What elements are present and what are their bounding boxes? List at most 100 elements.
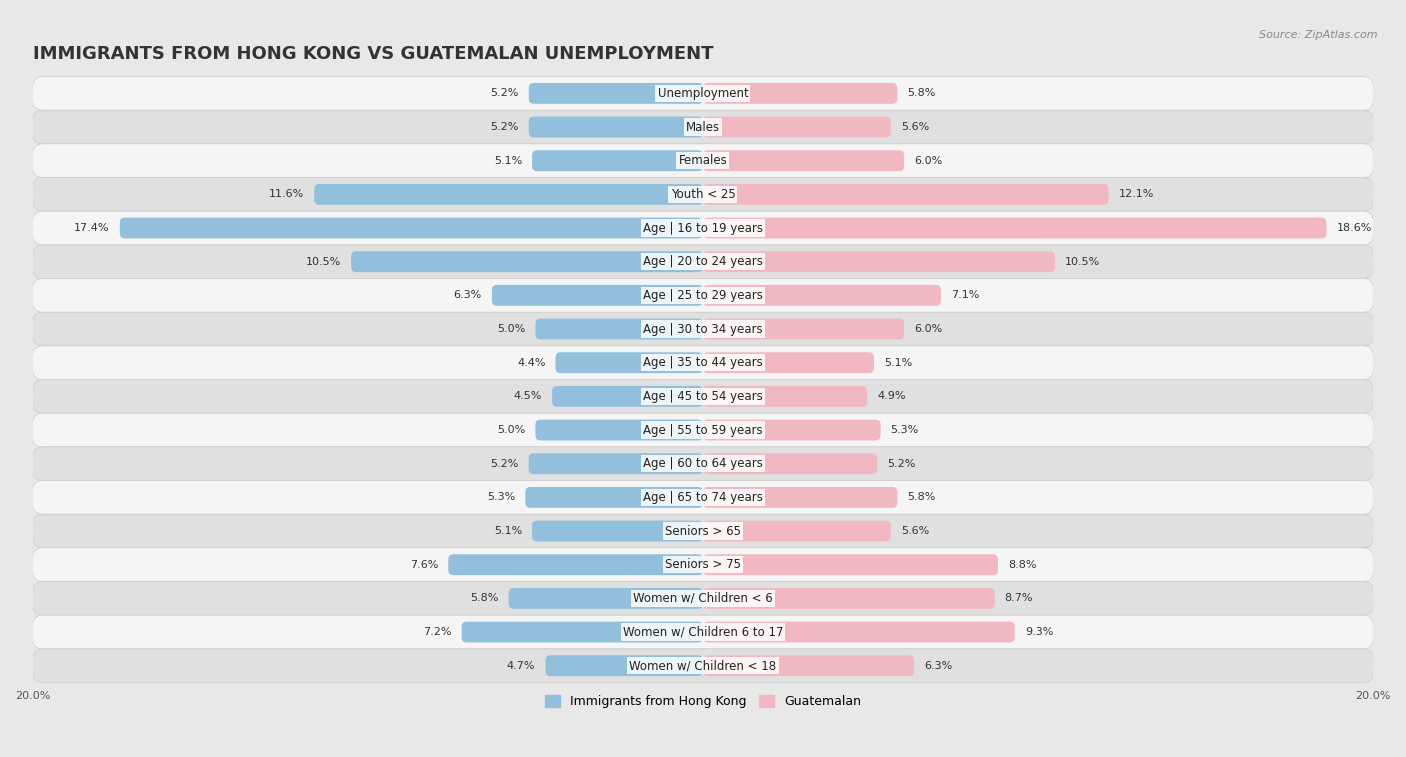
FancyBboxPatch shape <box>703 151 904 171</box>
Text: 4.9%: 4.9% <box>877 391 905 401</box>
FancyBboxPatch shape <box>703 83 897 104</box>
Text: Youth < 25: Youth < 25 <box>671 188 735 201</box>
Text: 4.4%: 4.4% <box>517 358 546 368</box>
FancyBboxPatch shape <box>32 346 1374 379</box>
FancyBboxPatch shape <box>352 251 703 273</box>
Text: Women w/ Children < 18: Women w/ Children < 18 <box>630 659 776 672</box>
FancyBboxPatch shape <box>509 588 703 609</box>
FancyBboxPatch shape <box>703 352 875 373</box>
FancyBboxPatch shape <box>32 649 1374 683</box>
Text: Age | 55 to 59 years: Age | 55 to 59 years <box>643 423 763 437</box>
Text: Seniors > 65: Seniors > 65 <box>665 525 741 537</box>
FancyBboxPatch shape <box>314 184 703 205</box>
FancyBboxPatch shape <box>555 352 703 373</box>
Text: 5.3%: 5.3% <box>890 425 920 435</box>
FancyBboxPatch shape <box>536 319 703 339</box>
FancyBboxPatch shape <box>32 76 1374 111</box>
Text: 17.4%: 17.4% <box>75 223 110 233</box>
Text: 12.1%: 12.1% <box>1119 189 1154 199</box>
FancyBboxPatch shape <box>32 581 1374 615</box>
Text: 5.2%: 5.2% <box>491 122 519 132</box>
FancyBboxPatch shape <box>531 151 703 171</box>
Text: 7.1%: 7.1% <box>950 291 980 301</box>
FancyBboxPatch shape <box>703 117 890 138</box>
FancyBboxPatch shape <box>32 379 1374 413</box>
FancyBboxPatch shape <box>703 453 877 474</box>
Text: 11.6%: 11.6% <box>269 189 304 199</box>
Text: Seniors > 75: Seniors > 75 <box>665 558 741 572</box>
Text: 9.3%: 9.3% <box>1025 627 1053 637</box>
Legend: Immigrants from Hong Kong, Guatemalan: Immigrants from Hong Kong, Guatemalan <box>540 690 866 713</box>
Text: Age | 30 to 34 years: Age | 30 to 34 years <box>643 322 763 335</box>
Text: Females: Females <box>679 154 727 167</box>
Text: 5.8%: 5.8% <box>907 89 936 98</box>
FancyBboxPatch shape <box>703 217 1326 238</box>
FancyBboxPatch shape <box>703 554 998 575</box>
Text: 7.6%: 7.6% <box>411 559 439 570</box>
FancyBboxPatch shape <box>529 117 703 138</box>
Text: Unemployment: Unemployment <box>658 87 748 100</box>
Text: Age | 35 to 44 years: Age | 35 to 44 years <box>643 357 763 369</box>
Text: Age | 25 to 29 years: Age | 25 to 29 years <box>643 289 763 302</box>
Text: 4.7%: 4.7% <box>508 661 536 671</box>
Text: 6.0%: 6.0% <box>914 324 942 334</box>
FancyBboxPatch shape <box>461 621 703 643</box>
FancyBboxPatch shape <box>703 621 1015 643</box>
Text: 6.0%: 6.0% <box>914 156 942 166</box>
Text: 5.2%: 5.2% <box>491 459 519 469</box>
Text: 6.3%: 6.3% <box>454 291 482 301</box>
Text: 5.3%: 5.3% <box>486 492 516 503</box>
FancyBboxPatch shape <box>703 319 904 339</box>
Text: 4.5%: 4.5% <box>513 391 543 401</box>
FancyBboxPatch shape <box>703 656 914 676</box>
Text: 10.5%: 10.5% <box>1064 257 1101 266</box>
Text: Source: ZipAtlas.com: Source: ZipAtlas.com <box>1260 30 1378 40</box>
Text: 5.1%: 5.1% <box>494 156 522 166</box>
Text: 5.6%: 5.6% <box>901 526 929 536</box>
FancyBboxPatch shape <box>703 588 994 609</box>
Text: 5.8%: 5.8% <box>470 593 499 603</box>
FancyBboxPatch shape <box>703 285 941 306</box>
FancyBboxPatch shape <box>32 413 1374 447</box>
Text: Women w/ Children < 6: Women w/ Children < 6 <box>633 592 773 605</box>
FancyBboxPatch shape <box>703 487 897 508</box>
Text: 8.8%: 8.8% <box>1008 559 1036 570</box>
Text: Age | 16 to 19 years: Age | 16 to 19 years <box>643 222 763 235</box>
Text: Age | 20 to 24 years: Age | 20 to 24 years <box>643 255 763 268</box>
Text: Age | 60 to 64 years: Age | 60 to 64 years <box>643 457 763 470</box>
FancyBboxPatch shape <box>32 279 1374 312</box>
FancyBboxPatch shape <box>449 554 703 575</box>
FancyBboxPatch shape <box>546 656 703 676</box>
Text: Males: Males <box>686 120 720 133</box>
Text: 10.5%: 10.5% <box>305 257 342 266</box>
Text: 5.0%: 5.0% <box>498 324 526 334</box>
FancyBboxPatch shape <box>32 144 1374 178</box>
Text: 5.1%: 5.1% <box>494 526 522 536</box>
FancyBboxPatch shape <box>536 419 703 441</box>
FancyBboxPatch shape <box>32 211 1374 245</box>
Text: 18.6%: 18.6% <box>1337 223 1372 233</box>
FancyBboxPatch shape <box>703 419 880 441</box>
FancyBboxPatch shape <box>553 386 703 407</box>
FancyBboxPatch shape <box>529 453 703 474</box>
Text: 6.3%: 6.3% <box>924 661 952 671</box>
FancyBboxPatch shape <box>703 386 868 407</box>
FancyBboxPatch shape <box>492 285 703 306</box>
Text: Women w/ Children 6 to 17: Women w/ Children 6 to 17 <box>623 625 783 639</box>
FancyBboxPatch shape <box>32 548 1374 581</box>
Text: 7.2%: 7.2% <box>423 627 451 637</box>
FancyBboxPatch shape <box>529 83 703 104</box>
Text: 5.6%: 5.6% <box>901 122 929 132</box>
Text: 5.1%: 5.1% <box>884 358 912 368</box>
FancyBboxPatch shape <box>120 217 703 238</box>
Text: Age | 65 to 74 years: Age | 65 to 74 years <box>643 491 763 504</box>
FancyBboxPatch shape <box>703 521 890 541</box>
Text: IMMIGRANTS FROM HONG KONG VS GUATEMALAN UNEMPLOYMENT: IMMIGRANTS FROM HONG KONG VS GUATEMALAN … <box>32 45 713 64</box>
FancyBboxPatch shape <box>531 521 703 541</box>
Text: Age | 45 to 54 years: Age | 45 to 54 years <box>643 390 763 403</box>
Text: 8.7%: 8.7% <box>1005 593 1033 603</box>
Text: 5.2%: 5.2% <box>887 459 915 469</box>
FancyBboxPatch shape <box>32 312 1374 346</box>
FancyBboxPatch shape <box>32 514 1374 548</box>
FancyBboxPatch shape <box>32 245 1374 279</box>
